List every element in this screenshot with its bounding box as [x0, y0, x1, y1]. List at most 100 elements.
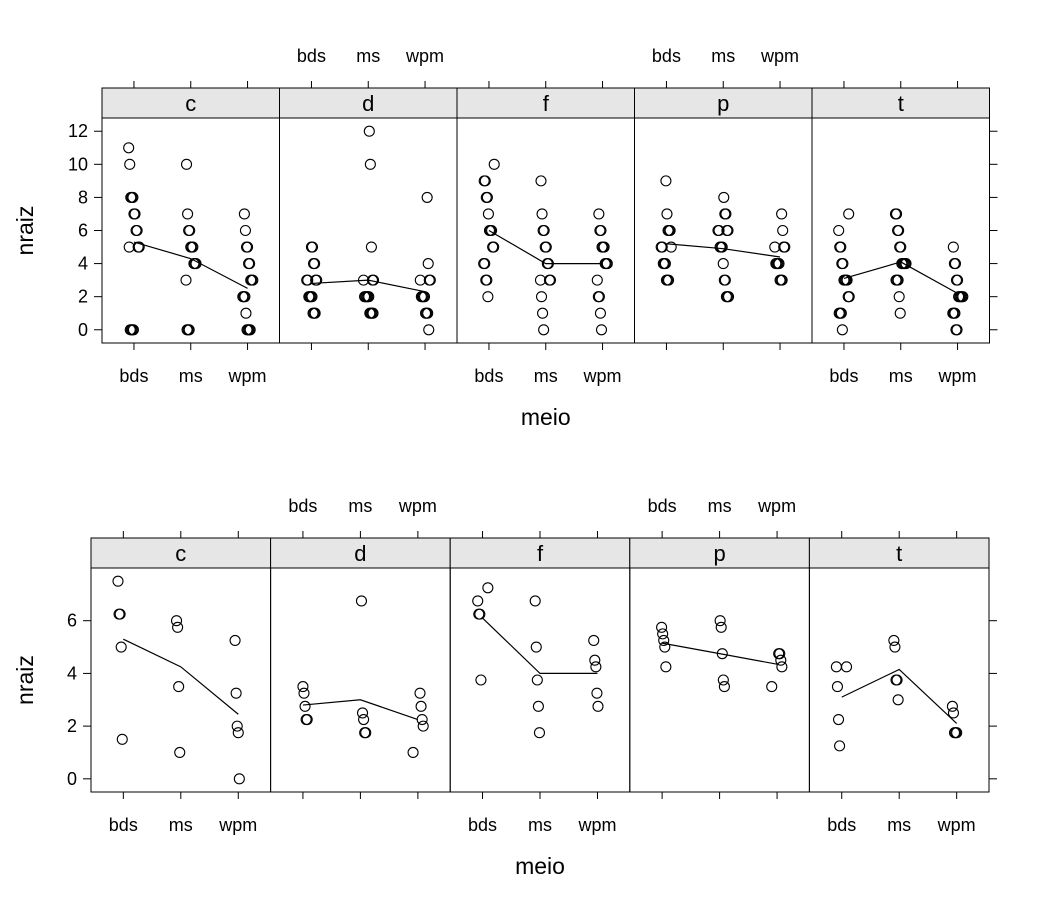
data-point — [421, 191, 433, 203]
panel-frame — [90, 567, 272, 793]
data-point — [306, 291, 318, 303]
data-point — [718, 191, 730, 203]
data-point — [774, 648, 786, 660]
x-tick-label: wpm — [405, 46, 444, 66]
y-tick-label: 8 — [78, 187, 88, 207]
data-point — [830, 661, 842, 673]
x-tick-label: bds — [468, 815, 497, 835]
data-point — [356, 707, 369, 719]
panel-t: t bds ms wpm — [808, 531, 990, 835]
strip-d — [279, 87, 458, 119]
data-point — [951, 324, 963, 336]
data-point — [127, 191, 139, 203]
x-tick-label: ms — [889, 366, 913, 386]
data-point — [174, 746, 186, 759]
strip-c — [90, 537, 272, 569]
mean-line — [662, 642, 778, 665]
y-tick-label: 6 — [67, 611, 77, 631]
mean-line — [488, 229, 603, 265]
x-tick-label: wpm — [760, 46, 799, 66]
data-point — [486, 224, 498, 237]
panel-p: p bds ms wpm — [629, 496, 810, 799]
data-point — [239, 291, 251, 303]
data-point — [947, 707, 960, 719]
data-point — [115, 641, 127, 653]
y-tick-label: 2 — [67, 716, 77, 736]
data-point — [660, 661, 672, 673]
data-point — [658, 634, 670, 647]
data-point — [488, 158, 500, 170]
mean-line — [843, 261, 958, 294]
mean-line — [666, 243, 781, 258]
data-point — [776, 274, 788, 286]
data-point — [777, 224, 789, 237]
data-point — [481, 274, 493, 286]
data-point — [116, 733, 128, 745]
data-point — [593, 208, 605, 220]
data-point — [831, 681, 844, 693]
strip-label: f — [543, 91, 550, 116]
data-point — [423, 324, 435, 336]
x-tick-label: bds — [827, 815, 856, 835]
data-point — [481, 191, 493, 203]
mean-line — [482, 617, 598, 675]
y-tick-label: 2 — [78, 287, 88, 307]
data-point — [590, 661, 602, 673]
data-point — [591, 274, 603, 286]
data-point — [537, 307, 549, 319]
data-point — [529, 595, 541, 607]
data-point — [660, 175, 672, 187]
strip-label: f — [537, 541, 544, 566]
data-point — [893, 291, 905, 303]
x-tick-label: bds — [109, 815, 138, 835]
data-point — [131, 224, 143, 237]
strip-t — [811, 87, 990, 119]
y-axis-label: nraiz — [12, 655, 38, 705]
panel-f: f bds ms wpm — [449, 531, 631, 835]
data-point — [242, 241, 254, 253]
data-point — [422, 258, 434, 270]
data-point — [717, 674, 729, 686]
data-point — [900, 258, 912, 270]
data-point — [474, 608, 486, 620]
data-point — [595, 224, 607, 237]
data-point — [892, 694, 904, 706]
data-point — [309, 307, 321, 319]
strip-label: p — [717, 91, 729, 116]
data-point — [530, 641, 542, 653]
data-point — [415, 700, 427, 712]
x-tick-label: bds — [297, 46, 326, 66]
mean-line — [123, 638, 239, 715]
panel-d: d bds ms wpm — [279, 46, 458, 350]
mean-line — [302, 699, 419, 721]
data-point — [183, 324, 195, 336]
chart-bottom: c bds ms wpm d bds ms wpm f bds ms wpm p bds ms wpm t bds… — [12, 496, 997, 879]
data-point — [363, 291, 375, 303]
data-point — [231, 720, 243, 732]
data-point — [360, 727, 372, 739]
data-point — [180, 274, 192, 286]
data-point — [957, 291, 969, 303]
panel-frame — [808, 567, 990, 793]
data-point — [589, 654, 601, 666]
data-point — [834, 740, 846, 752]
panel-frame — [101, 117, 280, 344]
strip-label: d — [354, 541, 366, 566]
data-point — [892, 274, 904, 286]
x-tick-label: ms — [179, 366, 203, 386]
data-point — [715, 621, 727, 633]
x-tick-label: bds — [474, 366, 503, 386]
data-point — [595, 324, 608, 336]
data-point — [244, 258, 256, 270]
data-point — [947, 241, 959, 253]
data-point — [893, 224, 905, 237]
data-point — [298, 687, 310, 699]
x-tick-label: wpm — [228, 366, 267, 386]
panel-frame — [629, 567, 810, 793]
data-point — [656, 241, 668, 253]
data-point — [540, 241, 552, 253]
data-point — [594, 307, 606, 319]
data-point — [536, 208, 548, 220]
data-point — [657, 628, 669, 640]
data-point — [588, 634, 600, 647]
